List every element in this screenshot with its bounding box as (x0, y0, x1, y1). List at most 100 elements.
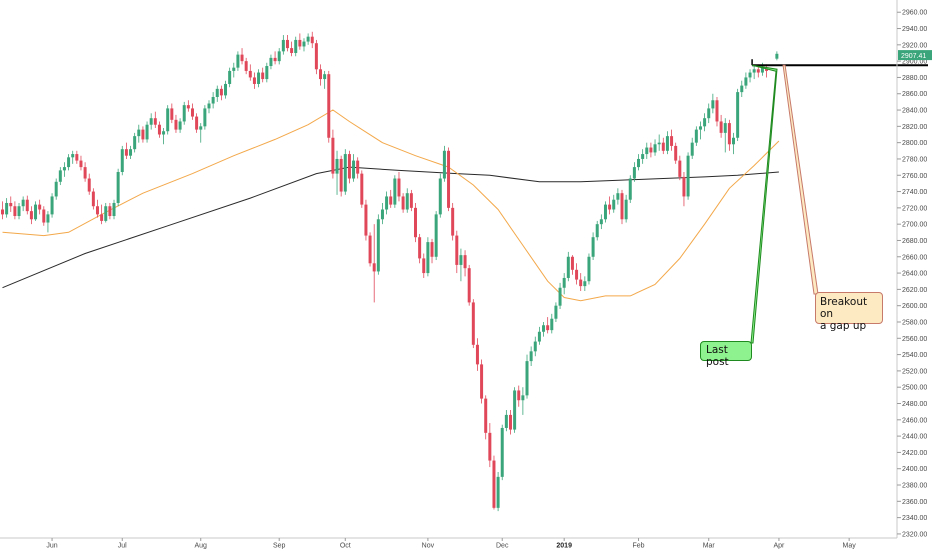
candle-body (232, 67, 236, 71)
price-tick-label: 2540.00 (902, 352, 927, 359)
candle (232, 62, 236, 78)
candle (459, 248, 463, 282)
candle (649, 142, 653, 158)
candle (703, 113, 707, 132)
candle-body (748, 72, 752, 78)
candle (496, 471, 500, 512)
candle (595, 220, 599, 241)
candle (302, 38, 306, 52)
candle-body (703, 118, 707, 127)
candle (670, 129, 674, 151)
price-tick-label: 2820.00 (902, 124, 927, 131)
candle-body (385, 196, 389, 210)
candle (9, 196, 13, 212)
candle (455, 230, 459, 274)
candle (277, 48, 281, 65)
price-tick-label: 2740.00 (902, 189, 927, 196)
candle-body (525, 361, 529, 396)
candle-body (203, 108, 207, 127)
candle-body (707, 108, 711, 119)
candle-body (529, 351, 533, 362)
time-tick-label: Dec (496, 543, 509, 550)
candle (529, 346, 533, 367)
candle (319, 64, 323, 86)
candle (385, 191, 389, 215)
candle (79, 155, 83, 171)
candle-body (690, 142, 694, 156)
candle (281, 35, 285, 55)
candle-body (219, 88, 223, 96)
candle-body (603, 204, 607, 220)
candle-body (715, 100, 719, 122)
candle-body (719, 121, 723, 133)
price-tick-label: 2580.00 (902, 319, 927, 326)
candle-body (612, 199, 616, 210)
candle (682, 171, 686, 207)
price-tick-label: 2460.00 (902, 417, 927, 424)
candle-body (587, 256, 591, 282)
candle (215, 85, 219, 102)
candle (562, 273, 566, 295)
candle (108, 202, 112, 220)
candle-body (632, 167, 636, 179)
price-tick-label: 2660.00 (902, 254, 927, 261)
candle (612, 194, 616, 213)
candle-body (438, 178, 442, 215)
candle (104, 202, 108, 223)
candle (141, 126, 145, 143)
candle (13, 201, 17, 220)
price-axis: 2320.00 2340.00 2360.00 2380.00 2400.00 2420.… (896, 0, 932, 538)
candle (409, 189, 413, 212)
candle-body (698, 126, 702, 130)
candle (442, 145, 446, 182)
price-tick-label: 2520.00 (902, 368, 927, 375)
candle (360, 170, 364, 208)
candle (339, 155, 343, 197)
candle-body (215, 88, 219, 98)
candle (517, 385, 521, 407)
candle-body (521, 395, 525, 401)
candle (71, 150, 75, 164)
breakout-label-line2: a gap up (820, 320, 867, 332)
candle (438, 173, 442, 218)
candle (261, 67, 265, 83)
candle-body (492, 460, 496, 508)
candle-body (112, 202, 116, 217)
candle-body (21, 199, 25, 207)
candle-body (141, 129, 145, 140)
price-tick-label: 2960.00 (902, 10, 927, 17)
candle (368, 232, 372, 267)
candle-body (418, 237, 422, 259)
candle (558, 282, 562, 309)
candle (587, 253, 591, 285)
candle (657, 134, 661, 151)
candle (67, 154, 71, 171)
candle-body (157, 124, 161, 135)
candle (273, 51, 277, 65)
candle-body (649, 147, 653, 153)
candle-body (546, 325, 550, 331)
candle (228, 67, 232, 88)
price-tick-label: 2360.00 (902, 499, 927, 506)
candle-body (42, 209, 46, 223)
candle (401, 193, 405, 213)
candle (694, 126, 698, 146)
candle-body (628, 178, 632, 200)
candle-body (331, 137, 335, 174)
short-moving-average-line (2, 109, 780, 302)
candle (678, 155, 682, 181)
candle-body (380, 209, 384, 220)
candle-body (397, 178, 401, 197)
candle (21, 196, 25, 212)
candle (219, 85, 223, 101)
candle-body (83, 167, 87, 179)
candle-body (451, 207, 455, 236)
candle-body (442, 150, 446, 179)
candle-body (500, 427, 504, 477)
candle (87, 173, 91, 195)
candle (314, 39, 318, 75)
candle-body (575, 269, 579, 280)
candle-body (95, 206, 99, 215)
candle (492, 455, 496, 510)
